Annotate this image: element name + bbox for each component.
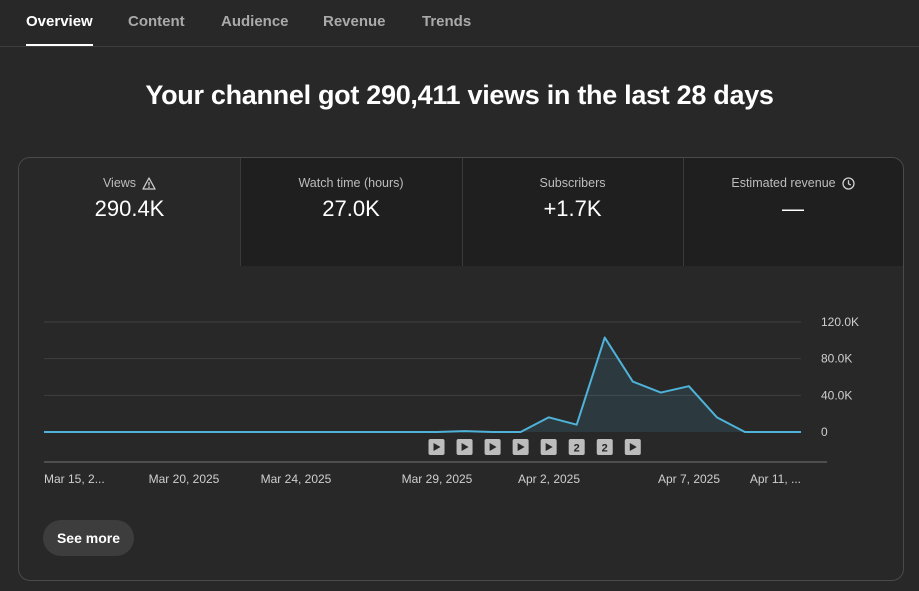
series-area (44, 337, 801, 432)
metric-divider (462, 158, 463, 266)
play-icon (489, 443, 497, 451)
y-tick-label: 0 (821, 425, 828, 439)
x-tick-label: Apr 11, ... (750, 472, 801, 486)
play-icon (629, 443, 637, 451)
metric-divider (240, 158, 241, 266)
video-marker (568, 439, 585, 455)
clock-icon[interactable] (841, 176, 855, 190)
page-title: Your channel got 290,411 views in the la… (145, 80, 774, 110)
x-tick-label: Apr 7, 2025 (658, 472, 720, 486)
tab-content[interactable]: Content (128, 13, 185, 30)
metric-value: 27.0K (322, 196, 380, 221)
tab-audience[interactable]: Audience (221, 13, 289, 30)
metric-watch-time[interactable]: Watch time (hours) 27.0K (240, 158, 462, 266)
y-tick-label: 120.0K (821, 315, 859, 329)
metric-views[interactable]: Views 290.4K (19, 158, 240, 266)
warning-icon[interactable] (142, 176, 156, 190)
metric-label: Estimated revenue (731, 176, 836, 190)
x-tick-label: Mar 15, 2... (44, 472, 105, 486)
overview-card: Views 290.4K Watch time (hours) 27.0K Su… (18, 157, 904, 581)
play-icon (517, 443, 525, 451)
metric-label: Views (102, 176, 137, 190)
metric-value: +1.7K (543, 196, 602, 221)
y-tick-label: 40.0K (821, 388, 852, 402)
see-more-button[interactable]: See more (43, 520, 134, 556)
x-tick-label: Mar 29, 2025 (402, 472, 473, 486)
x-tick-label: Mar 24, 2025 (261, 472, 332, 486)
metric-label: Subscribers (539, 176, 606, 190)
video-marker-count: 2 (602, 443, 608, 455)
play-icon (545, 443, 553, 451)
series-line (44, 336, 801, 433)
metric-value: — (782, 196, 804, 221)
play-icon (461, 443, 469, 451)
metric-cards: Views 290.4K Watch time (hours) 27.0K Su… (19, 158, 903, 266)
metric-subscribers[interactable]: Subscribers +1.7K (462, 158, 683, 266)
metric-estimated-revenue[interactable]: Estimated revenue — (683, 158, 903, 266)
x-tick-label: Mar 20, 2025 (149, 472, 220, 486)
views-chart[interactable]: 120.0K 80.0K 40.0K 0 2 2 Mar 15, 2... Mar 20, 2… (19, 158, 903, 580)
tab-trends[interactable]: Trends (422, 13, 472, 30)
video-marker (596, 439, 613, 455)
metric-revenue-label-row: Estimated revenue (683, 176, 903, 190)
metric-views-label-row: Views (19, 176, 240, 190)
metric-divider (683, 158, 684, 266)
tab-revenue[interactable]: Revenue (323, 13, 386, 30)
tab-bar: Overview Content Audience Revenue Trends (0, 0, 919, 47)
play-icon (433, 443, 441, 451)
y-tick-label: 80.0K (821, 352, 852, 366)
metric-label: Watch time (hours) (298, 176, 404, 190)
metric-value: 290.4K (94, 196, 165, 221)
tab-overview[interactable]: Overview (26, 13, 93, 46)
x-tick-label: Apr 2, 2025 (518, 472, 580, 486)
video-marker-count: 2 (574, 443, 580, 455)
